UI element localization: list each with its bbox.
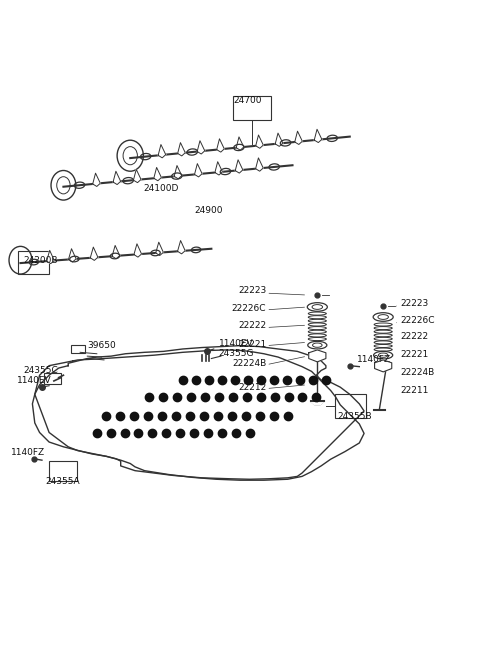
Polygon shape xyxy=(35,350,364,480)
Text: 24900: 24900 xyxy=(195,206,223,215)
Polygon shape xyxy=(216,139,224,152)
Text: 22221: 22221 xyxy=(238,339,266,348)
Polygon shape xyxy=(112,246,120,259)
Polygon shape xyxy=(178,143,185,156)
Polygon shape xyxy=(154,168,161,181)
Polygon shape xyxy=(314,129,322,143)
Text: 22212: 22212 xyxy=(238,383,266,392)
Bar xyxy=(18,251,49,274)
Polygon shape xyxy=(90,247,98,261)
Text: 1140EV: 1140EV xyxy=(218,339,253,348)
Polygon shape xyxy=(275,133,283,146)
Polygon shape xyxy=(134,244,142,257)
Bar xyxy=(49,461,77,481)
Bar xyxy=(71,345,85,353)
Polygon shape xyxy=(311,402,324,405)
Text: 22226C: 22226C xyxy=(400,316,434,325)
Text: 1140EV: 1140EV xyxy=(16,377,51,385)
Text: 24200B: 24200B xyxy=(23,256,58,265)
Polygon shape xyxy=(374,360,392,372)
Polygon shape xyxy=(194,164,202,177)
Polygon shape xyxy=(47,250,54,264)
Bar xyxy=(336,394,366,418)
Polygon shape xyxy=(256,135,264,148)
Polygon shape xyxy=(178,240,185,254)
Text: 24355B: 24355B xyxy=(337,412,372,421)
Text: 1140FZ: 1140FZ xyxy=(357,355,391,364)
Text: 22226C: 22226C xyxy=(232,304,266,313)
Polygon shape xyxy=(309,350,326,362)
Polygon shape xyxy=(236,137,244,150)
Polygon shape xyxy=(235,160,243,173)
Text: 22222: 22222 xyxy=(400,333,428,341)
Polygon shape xyxy=(158,145,166,158)
Text: 39650: 39650 xyxy=(87,341,116,350)
Polygon shape xyxy=(69,249,76,262)
Polygon shape xyxy=(113,171,120,185)
Polygon shape xyxy=(215,162,223,175)
Bar xyxy=(233,96,271,120)
Text: 22211: 22211 xyxy=(400,386,428,396)
Polygon shape xyxy=(133,170,141,183)
Polygon shape xyxy=(256,158,263,171)
Text: 24355A: 24355A xyxy=(45,477,80,485)
Bar xyxy=(44,373,61,384)
Text: 22221: 22221 xyxy=(400,350,428,359)
Polygon shape xyxy=(93,173,100,187)
Text: 22222: 22222 xyxy=(238,322,266,331)
Text: 22223: 22223 xyxy=(238,286,266,295)
Polygon shape xyxy=(295,131,302,145)
Polygon shape xyxy=(174,166,182,179)
Text: 24355C: 24355C xyxy=(23,366,58,375)
Text: 22224B: 22224B xyxy=(232,359,266,367)
Text: 24700: 24700 xyxy=(233,96,262,105)
Polygon shape xyxy=(197,141,205,154)
Text: 1140FZ: 1140FZ xyxy=(11,449,45,457)
Text: 22223: 22223 xyxy=(400,299,428,308)
Text: 22224B: 22224B xyxy=(400,368,434,377)
Polygon shape xyxy=(156,242,163,255)
Text: 24355G: 24355G xyxy=(218,349,254,358)
Text: 24100D: 24100D xyxy=(144,185,179,193)
